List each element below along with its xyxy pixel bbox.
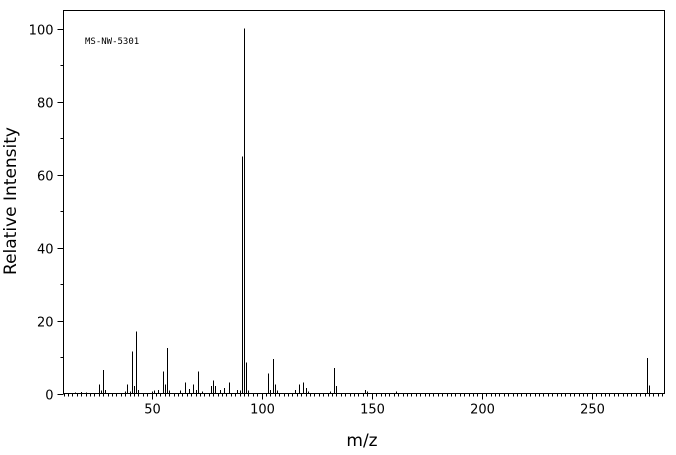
peaks-layer — [75, 28, 650, 394]
y-tick-label: 60 — [37, 170, 54, 185]
ticks-layer: 50 100 150 200 250 0 20 40 60 80 100 — [29, 24, 663, 418]
x-axis-label: m/z — [346, 431, 377, 451]
y-tick-label: 0 — [45, 389, 53, 404]
y-tick-label: 80 — [37, 97, 54, 112]
x-tick-label: 250 — [580, 403, 605, 418]
y-tick-label: 40 — [37, 243, 54, 258]
x-tick-label: 50 — [144, 403, 161, 418]
plot-frame — [63, 10, 665, 394]
x-tick-label: 200 — [470, 403, 495, 418]
y-axis-label: Relative Intensity — [1, 127, 21, 275]
x-tick-label: 150 — [360, 403, 385, 418]
x-tick-label: 100 — [250, 403, 275, 418]
spectrum-annotation: MS-NW-5301 — [85, 37, 139, 47]
y-tick-label: 100 — [29, 24, 54, 39]
y-tick-label: 20 — [37, 316, 54, 331]
